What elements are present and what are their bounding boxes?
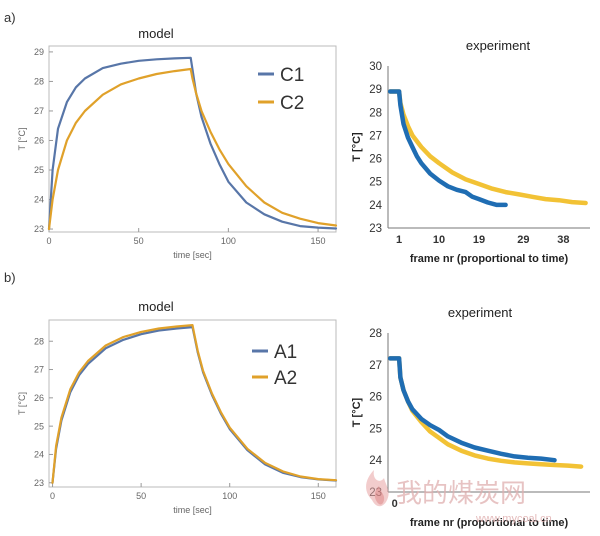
y-axis-label: T [°C] bbox=[351, 397, 363, 427]
x-axis-label: time [sec] bbox=[173, 505, 212, 515]
series-line-c1 bbox=[47, 56, 338, 231]
y-tick-label: 26 bbox=[34, 393, 44, 403]
legend-label-a2: A2 bbox=[274, 368, 297, 389]
y-tick-label: 24 bbox=[369, 455, 382, 467]
x-tick-label: 50 bbox=[136, 491, 146, 501]
y-tick-label: 24 bbox=[34, 195, 44, 205]
series-line-c1 bbox=[387, 89, 508, 208]
x-tick-label: 1 bbox=[396, 234, 402, 246]
panel-a-label: a) bbox=[4, 10, 16, 25]
y-tick-label: 28 bbox=[34, 336, 44, 346]
y-tick-label: 27 bbox=[369, 130, 382, 142]
y-tick-label: 29 bbox=[369, 84, 382, 96]
y-tick-label: 28 bbox=[369, 328, 382, 340]
plot-frame bbox=[48, 45, 337, 233]
plot-frame bbox=[48, 319, 337, 488]
flame-logo-icon bbox=[366, 470, 389, 507]
y-tick-label: 25 bbox=[369, 177, 382, 189]
y-axis-label: T [°C] bbox=[351, 132, 363, 162]
x-tick-label: 38 bbox=[557, 234, 569, 246]
y-tick-label: 28 bbox=[34, 77, 44, 87]
y-tick-label: 24 bbox=[369, 200, 382, 212]
x-tick-label: 0 bbox=[392, 498, 398, 510]
x-tick-label: 0 bbox=[50, 491, 55, 501]
y-tick-label: 25 bbox=[369, 423, 382, 435]
y-axis-label: T [°C] bbox=[17, 128, 27, 151]
x-tick-label: 19 bbox=[473, 234, 485, 246]
x-tick-label: 50 bbox=[134, 236, 144, 246]
x-tick-label: 0 bbox=[46, 236, 51, 246]
series-line-c2 bbox=[387, 89, 588, 206]
y-tick-label: 24 bbox=[34, 450, 44, 460]
x-axis-label: frame nr (proportional to time) bbox=[410, 253, 569, 265]
x-tick-label: 100 bbox=[222, 491, 237, 501]
y-tick-label: 28 bbox=[369, 107, 382, 119]
y-tick-label: 26 bbox=[369, 392, 382, 404]
y-tick-label: 25 bbox=[34, 421, 44, 431]
series-line-a1 bbox=[387, 356, 557, 463]
series-line-c2 bbox=[47, 67, 338, 231]
y-tick-label: 25 bbox=[34, 165, 44, 175]
x-tick-label: 100 bbox=[221, 236, 236, 246]
x-tick-label: 29 bbox=[517, 234, 529, 246]
x-tick-label: 150 bbox=[311, 491, 326, 501]
chart-b-model: 23 24 25 26 27 28 0 50 100 150 model time [sec] T [°… bbox=[17, 299, 338, 515]
legend-label-a1: A1 bbox=[274, 342, 297, 363]
y-tick-label: 27 bbox=[369, 360, 382, 372]
y-axis-label: T [°C] bbox=[17, 392, 27, 415]
y-tick-label: 23 bbox=[369, 223, 382, 235]
y-tick-label: 23 bbox=[34, 478, 44, 488]
y-tick-label: 30 bbox=[369, 61, 382, 73]
x-tick-label: 150 bbox=[311, 236, 326, 246]
watermark: 我的煤炭网 www.mycoal.cn bbox=[366, 470, 552, 525]
y-tick-label: 26 bbox=[34, 136, 44, 146]
chart-title: model bbox=[138, 299, 174, 314]
chart-a-model: 23 24 25 26 27 28 29 0 50 100 150 model time [sec] T … bbox=[17, 26, 338, 260]
y-tick-label: 27 bbox=[34, 106, 44, 116]
chart-title: model bbox=[138, 26, 174, 41]
x-tick-label: 10 bbox=[433, 234, 445, 246]
series-line-a2 bbox=[51, 324, 338, 484]
chart-title: experiment bbox=[466, 38, 531, 53]
y-tick-label: 29 bbox=[34, 47, 44, 57]
x-axis-label: time [sec] bbox=[173, 250, 212, 260]
panel-b-label: b) bbox=[4, 270, 16, 285]
legend-label-c2: C2 bbox=[280, 93, 304, 114]
x-axis-label: frame nr (proportional to time) bbox=[410, 517, 569, 529]
y-tick-label: 26 bbox=[369, 154, 382, 166]
legend-label-c1: C1 bbox=[280, 65, 304, 86]
y-tick-label: 23 bbox=[34, 224, 44, 234]
watermark-text: 我的煤炭网 bbox=[396, 478, 526, 508]
chart-a-exp: 23 24 25 26 27 28 29 30 1 10 19 29 38 experiment frame… bbox=[351, 38, 590, 265]
chart-title: experiment bbox=[448, 305, 513, 320]
y-tick-label: 27 bbox=[34, 365, 44, 375]
watermark-url: www.mycoal.cn bbox=[475, 513, 552, 525]
